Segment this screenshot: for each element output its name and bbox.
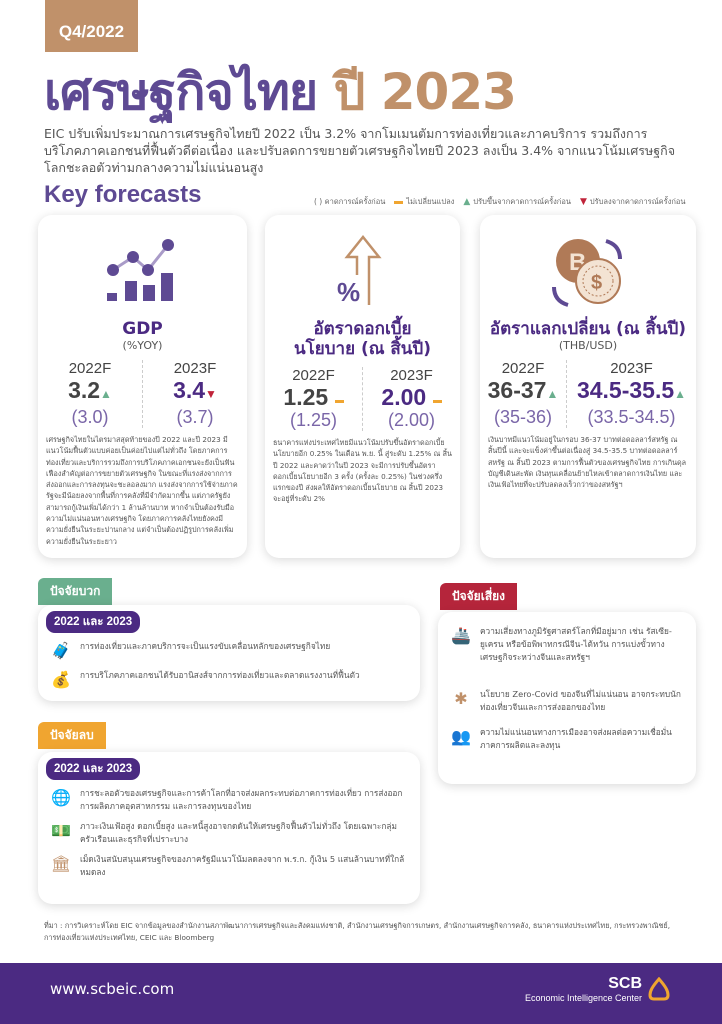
policy-rate-card: % อัตราดอกเบี้ยนโยบาย (ณ สิ้นปี) 2022F 1.…	[265, 215, 460, 558]
virus-icon: ✱	[454, 689, 468, 708]
year-label: 2022F	[501, 360, 545, 377]
negative-factors-tab: ปัจจัยลบ	[38, 722, 106, 749]
list-item: 🏛 เม็ดเงินสนับสนุนเศรษฐกิจของภาครัฐมีแนวโ…	[50, 854, 405, 877]
scb-eic-logo: SCB Economic Intelligence Center	[525, 975, 670, 1003]
card-description: ธนาคารแห่งประเทศไทยมีแนวโน้มปรับขึ้นอัตร…	[273, 438, 452, 504]
period-badge: 2022 และ 2023	[46, 611, 141, 633]
growth-chart-icon	[106, 239, 174, 301]
risk-factors-tab: ปัจจัยเสี่ยง	[440, 583, 518, 610]
list-item: 💰 การบริโภคภาคเอกชนได้รับอานิสงส์จากการท่…	[51, 670, 360, 689]
ship-icon: 🚢	[451, 626, 471, 645]
previous-forecast: (33.5-34.5)	[587, 407, 676, 427]
percent-arrow-up-icon: %	[337, 234, 382, 307]
card-description: เงินบาทมีแนวโน้มอยู่ในกรอบ 36-37 บาทต่อด…	[488, 435, 687, 490]
forecast-value: 34.5-35.5▲	[576, 377, 687, 403]
list-item: 🚢 ความเสี่ยงทางภูมิรัฐศาสตร์โลกที่มีอยู่ม…	[451, 626, 672, 662]
dash-icon	[334, 400, 344, 403]
triangle-up-icon: ▲	[100, 387, 112, 401]
legend-prev: ( ) คาดการณ์ครั้งก่อน	[314, 197, 386, 206]
forecast-value: 3.4▼	[173, 377, 217, 403]
website-link[interactable]: www.scbeic.com	[50, 980, 175, 998]
source-note: ที่มา : การวิเคราะห์โดย EIC จากข้อมูลของ…	[44, 921, 671, 942]
risk-factors-card: 🚢 ความเสี่ยงทางภูมิรัฐศาสตร์โลกที่มีอยู่ม…	[438, 612, 696, 784]
svg-text:%: %	[337, 277, 360, 307]
forecast-value: 2.00	[363, 384, 460, 410]
dash-icon	[432, 400, 442, 403]
card-description: เศรษฐกิจไทยในไตรมาสสุดท้ายของปี 2022 และ…	[46, 435, 238, 546]
key-forecasts-heading: Key forecasts	[44, 181, 202, 208]
legend-same: ไม่เปลี่ยนแปลง	[394, 196, 454, 208]
exchange-rate-card: B $ อัตราแลกเปลี่ยน (ณ สิ้นปี) (THB/USD)…	[480, 215, 696, 558]
government-icon: 🏛	[50, 854, 72, 873]
list-item: 💵 ภาวะเงินเฟ้อสูง ดอกเบี้ยสูง และหนี้สูงอ…	[51, 821, 397, 844]
list-item: 🌐 การชะลอตัวของเศรษฐกิจและการค้าโลกที่อาจ…	[51, 788, 403, 811]
year-label: 2022F	[68, 360, 112, 377]
year-label: 2023F	[610, 360, 653, 377]
negative-factors-card: 2022 และ 2023 🌐 การชะลอตัวของเศรษฐกิจและก…	[38, 752, 420, 904]
scb-logo-icon	[648, 977, 670, 1001]
card-unit: (THB/USD)	[558, 339, 618, 352]
year-label: 2023F	[173, 360, 217, 377]
period-badge: 2022 และ 2023	[46, 758, 141, 780]
previous-forecast: (3.7)	[176, 407, 214, 427]
card-title: GDP	[122, 319, 163, 339]
card-unit: (%YOY)	[122, 339, 163, 352]
list-item: ✱ นโยบาย Zero-Covid ของจีนที่ไม่แน่นอน อา…	[450, 688, 686, 714]
card-title: อัตราดอกเบี้ยนโยบาย (ณ สิ้นปี)	[294, 319, 431, 359]
year-label: 2023F	[390, 367, 433, 384]
legend: ( ) คาดการณ์ครั้งก่อน ไม่เปลี่ยนแปลง ▲ ปร…	[314, 196, 686, 208]
card-title: อัตราแลกเปลี่ยน (ณ สิ้นปี)	[489, 319, 687, 339]
previous-forecast: (35-36)	[493, 407, 553, 427]
globe-icon: 🌐	[51, 788, 71, 807]
positive-factors-card: 2022 และ 2023 🧳 การท่องเที่ยวและภาคบริการ…	[38, 605, 420, 701]
triangle-up-icon: ▲	[674, 387, 687, 401]
triangle-up-icon: ▲	[463, 197, 471, 207]
intro-text: EIC ปรับเพิ่มประมาณการเศรษฐกิจไทยปี 2022…	[44, 126, 676, 175]
previous-forecast: (3.0)	[71, 407, 109, 427]
forecast-value: 1.25	[265, 384, 362, 410]
page-title: เศรษฐกิจไทย ปี 2023	[44, 63, 517, 121]
footer-bar	[0, 963, 722, 1024]
triangle-down-icon: ▼	[579, 197, 587, 207]
svg-text:$: $	[591, 272, 602, 294]
gdp-card: GDP (%YOY) 2022F 3.2▲ (3.0) 2023F 3.4▼ (3.7)…	[38, 215, 247, 558]
triangle-up-icon: ▲	[546, 387, 559, 401]
forecast-value: 36-37▲	[487, 377, 559, 403]
dash-icon	[394, 200, 404, 204]
positive-factors-tab: ปัจจัยบวก	[38, 578, 113, 605]
forecast-value: 3.2▲	[68, 377, 112, 403]
year-label: 2022F	[292, 367, 335, 384]
triangle-down-icon: ▼	[205, 387, 217, 401]
politics-icon: 👥	[451, 727, 471, 746]
quarter-tag: Q4/2022	[45, 0, 138, 52]
consumption-icon: 💰	[51, 670, 71, 689]
legend-down: ▼ ปรับลงจากคาดการณ์ครั้งก่อน	[579, 197, 686, 207]
list-item: 👥 ความไม่แน่นอนทางการเมืองอาจส่งผลต่อความ…	[451, 727, 672, 750]
previous-forecast: (2.00)	[387, 410, 436, 430]
tourism-icon: 🧳	[51, 641, 71, 660]
previous-forecast: (1.25)	[289, 410, 338, 430]
legend-up: ▲ ปรับขึ้นจากคาดการณ์ครั้งก่อน	[463, 197, 571, 207]
currency-exchange-icon: B $	[552, 239, 622, 307]
money-icon: 💵	[51, 821, 71, 840]
list-item: 🧳 การท่องเที่ยวและภาคบริการจะเป็นแรงขับเค…	[51, 641, 331, 660]
